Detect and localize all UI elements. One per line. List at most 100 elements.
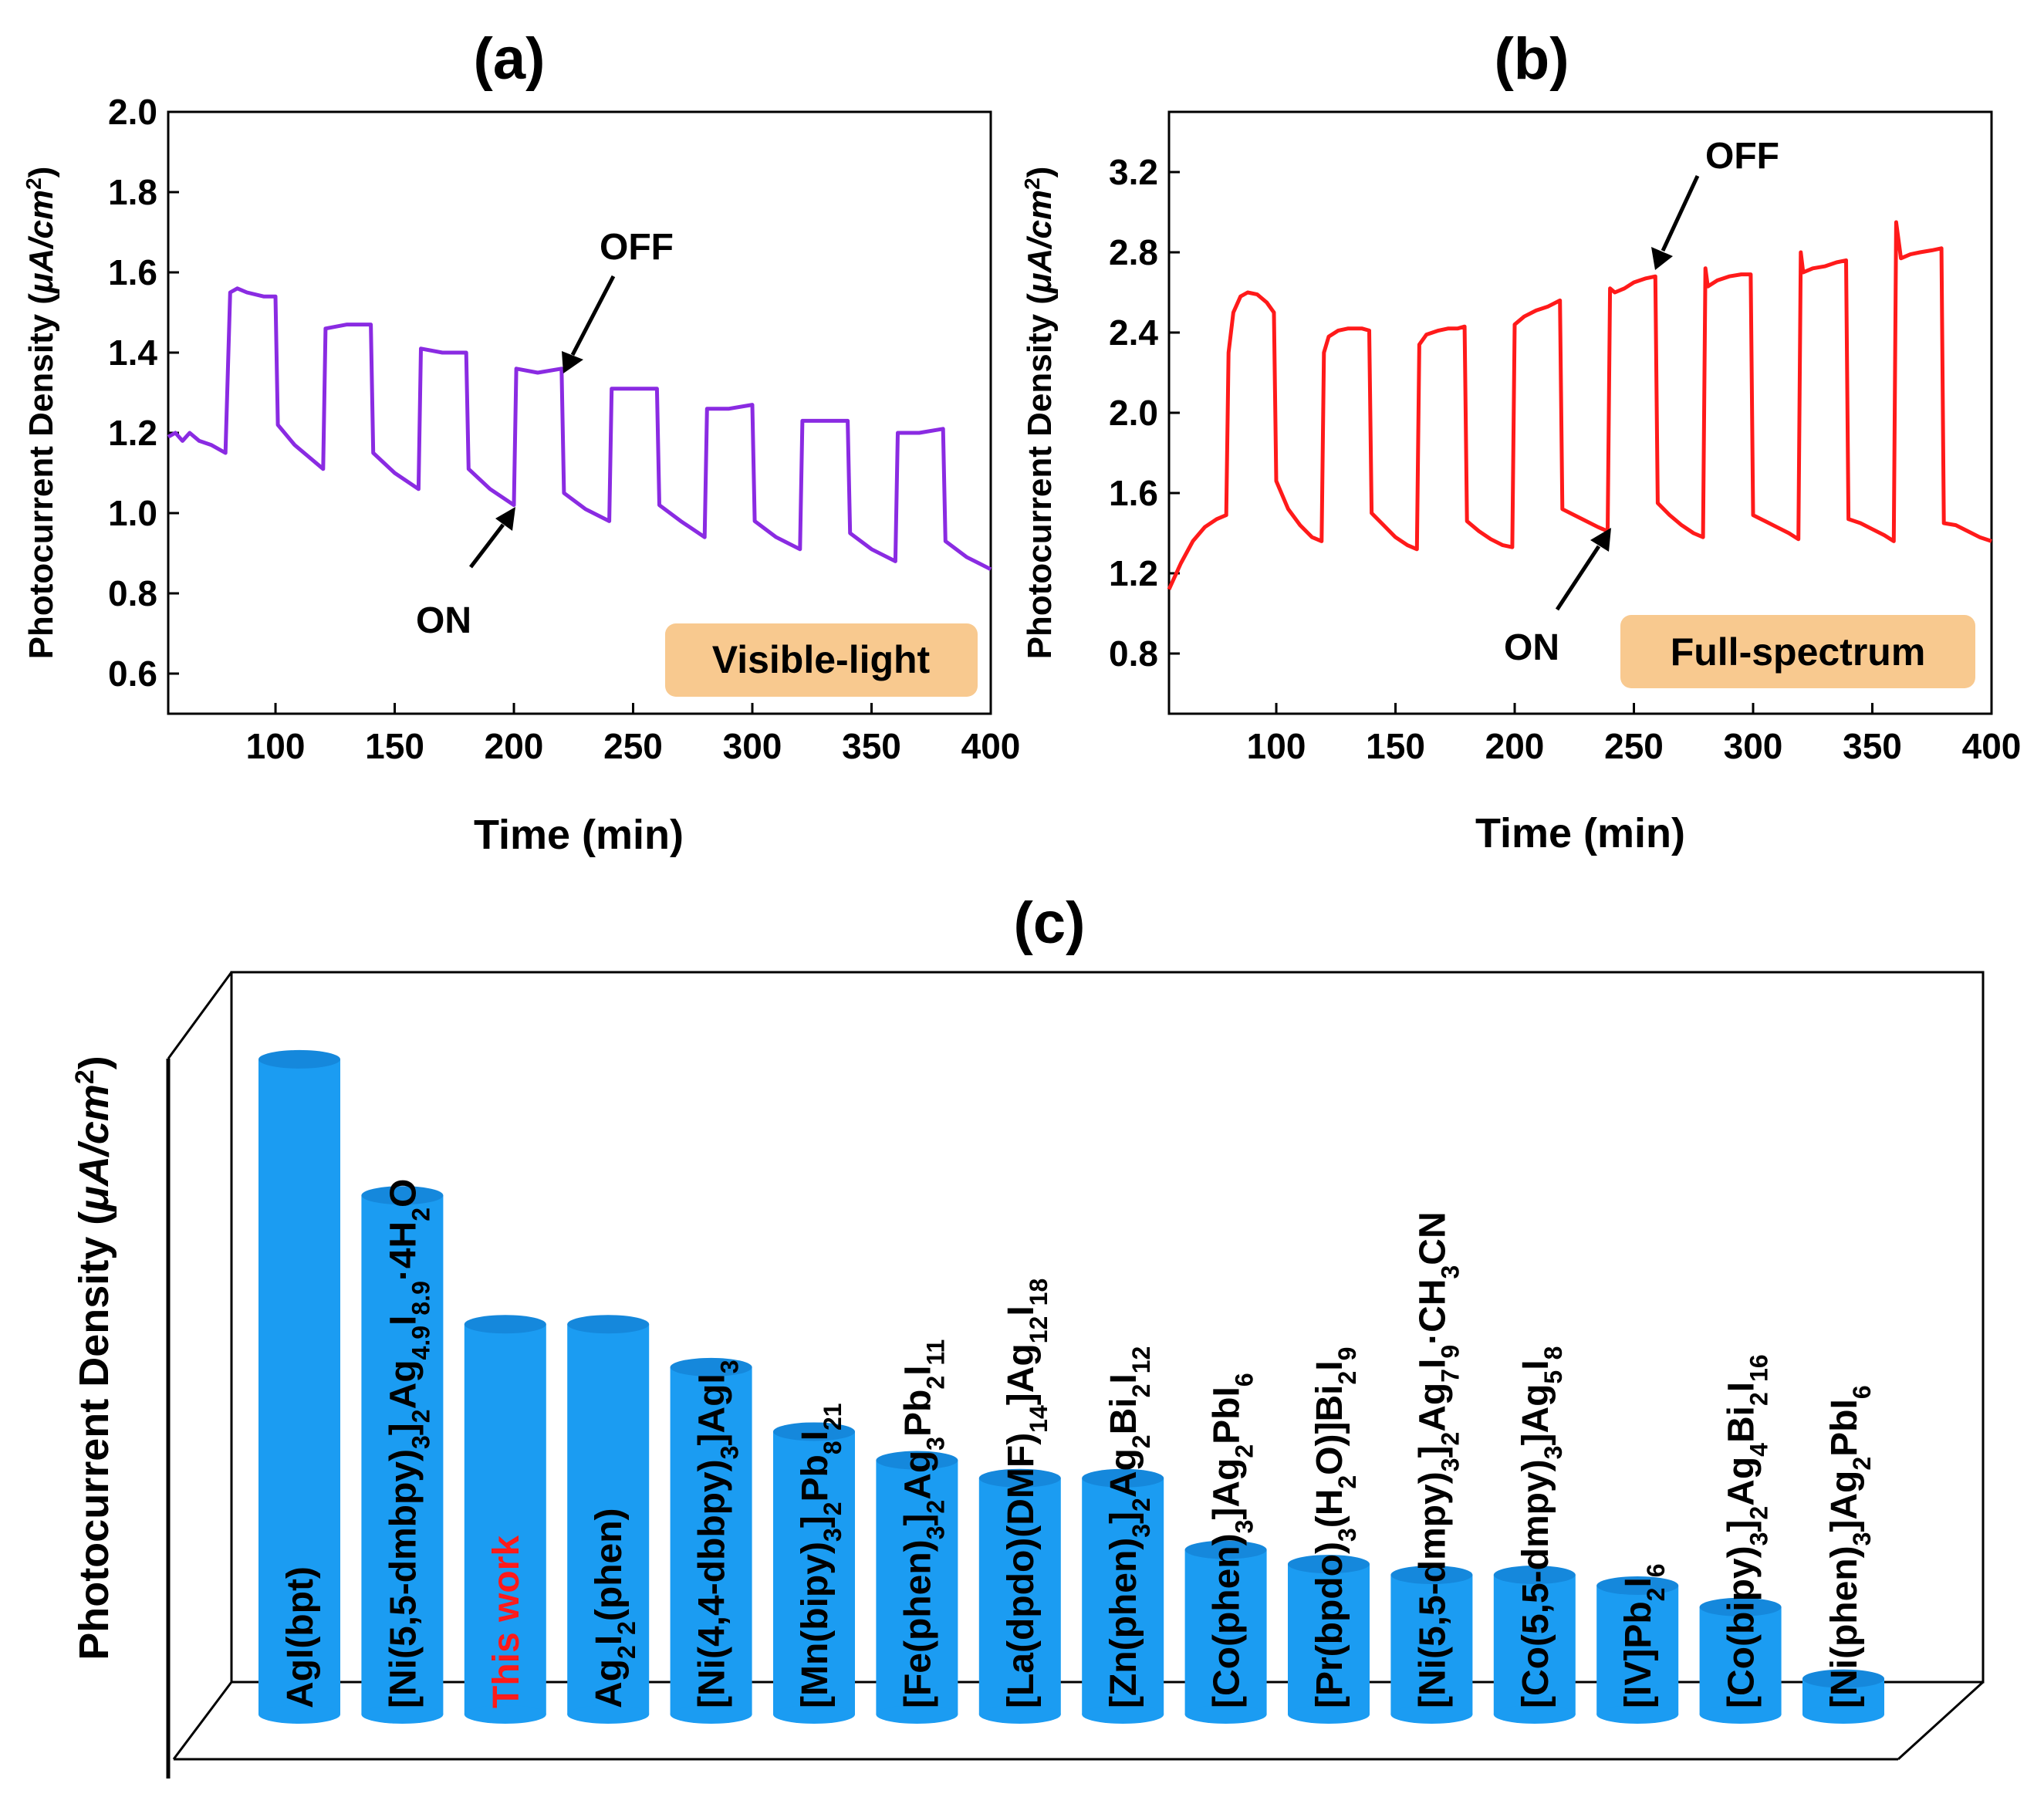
bar-base-6 <box>876 1705 958 1724</box>
bar-body-2 <box>464 1324 546 1714</box>
bar-top-12 <box>1493 1566 1576 1585</box>
panel-a-xtick-label-0: 100 <box>246 726 306 766</box>
bar-label-4: [Ni(4,4-dbbpy)3]AgI3 <box>692 1360 744 1708</box>
panel-a-ytick-label-4: 1.4 <box>108 333 157 373</box>
bar-label-7: [La(dpdo)(DMF)14]Ag12I18 <box>1001 1279 1052 1708</box>
panel-a-off-annotation: OFF <box>562 227 674 373</box>
bar-top-5 <box>773 1422 855 1441</box>
panel-a-xtick-label-3: 250 <box>603 726 663 766</box>
panel-b-legend-text: Full-spectrum <box>1671 630 1926 674</box>
bar-base-8 <box>1082 1705 1164 1724</box>
bar-base-7 <box>978 1705 1061 1724</box>
panel-c-label: (c) <box>1014 890 1086 956</box>
bar-top-7 <box>978 1468 1061 1488</box>
panel-c-floor-right <box>1897 1681 1985 1761</box>
bar-top-9 <box>1184 1540 1267 1559</box>
bar-body-13 <box>1596 1585 1679 1714</box>
panel-a-xtick-label-5: 350 <box>842 726 901 766</box>
bar-body-0 <box>258 1059 340 1714</box>
bar-10: [Pr(bpdo)3(H2O)]Bi2I9 <box>1288 1347 1370 1724</box>
bar-0: AgI(bpt) <box>258 1049 340 1724</box>
panel-b-xtick-label-5: 350 <box>1843 726 1902 766</box>
bar-base-4 <box>670 1705 752 1724</box>
bar-8: [Zn(phen)3]2Ag2Bi2I12 <box>1082 1346 1164 1724</box>
panel-a-ytick-label-2: 1.0 <box>108 493 157 533</box>
bar-label-15: [Ni(phen)3]Ag2PbI6 <box>1824 1385 1876 1708</box>
panel-a-legend-text: Visible-light <box>712 638 931 681</box>
bar-label-8: [Zn(phen)3]2Ag2Bi2I12 <box>1103 1346 1155 1708</box>
panel-c-chart: AgI(bpt) [Ni(5,5-dmbpy)3]2Ag4.9I8.9·4H2O T… <box>70 971 1985 1779</box>
panel-b-on-label: ON <box>1504 627 1559 668</box>
bar-base-10 <box>1288 1705 1370 1724</box>
panel-b-ytick-label-3: 2.0 <box>1109 393 1158 433</box>
bar-body-9 <box>1184 1549 1267 1714</box>
panel-b-ylabel: Photocurrent Density (μA/cm2) <box>1020 167 1059 660</box>
panel-b-on-annotation: ON <box>1504 528 1611 668</box>
panel-b-xtick-label-3: 250 <box>1604 726 1664 766</box>
panel-b-chart: 0.8 1.2 1.6 2.0 2.4 2.8 3.2 100 150 200 250 300 350… <box>1020 110 2022 856</box>
panel-a-ytick-label-5: 1.6 <box>108 252 157 292</box>
panel-b-ytick-label-4: 2.4 <box>1109 312 1158 353</box>
bar-body-4 <box>670 1366 752 1714</box>
panel-c-left-depth-top <box>167 971 233 1059</box>
bar-label-3: Ag2I2(phen) <box>589 1508 640 1708</box>
panel-a-on-label: ON <box>416 600 471 641</box>
panel-b-xtick-label-6: 400 <box>1962 726 2022 766</box>
bar-body-11 <box>1390 1575 1473 1714</box>
panel-b-ytick-label-6: 3.2 <box>1109 152 1158 192</box>
bar-label-9: [Co(phen)3]Ag2PbI6 <box>1207 1373 1258 1708</box>
bar-7: [La(dpdo)(DMF)14]Ag12I18 <box>978 1279 1061 1724</box>
panel-a-chart: 0.6 0.8 1.0 1.2 1.4 1.6 1.8 2.0 100 150 200 250 300… <box>22 92 1021 858</box>
panel-a-ytick-label-3: 1.2 <box>108 413 157 453</box>
bar-9: [Co(phen)3]Ag2PbI6 <box>1184 1373 1267 1724</box>
panel-a-ytick-label-6: 1.8 <box>108 172 157 212</box>
bar-base-15 <box>1802 1705 1884 1724</box>
bar-body-5 <box>773 1431 855 1714</box>
bar-label-5: [Mn(bipy)3]2Pb8I21 <box>795 1403 846 1708</box>
panel-b-ytick-label-2: 1.6 <box>1109 473 1158 513</box>
panel-b-ytick-label-5: 2.8 <box>1109 232 1158 272</box>
panel-b-xtick-label-2: 200 <box>1485 726 1545 766</box>
bar-3: Ag2I2(phen) <box>567 1315 650 1724</box>
bar-label-1: [Ni(5,5-dmbpy)3]2Ag4.9I8.9·4H2O <box>383 1179 434 1708</box>
bar-label-6: [Fe(phen)3]2Ag3Pb2I11 <box>897 1339 949 1708</box>
bar-body-7 <box>978 1478 1061 1714</box>
bar-top-14 <box>1699 1597 1782 1616</box>
bar-14: [Co(bipy)3]2Ag4Bi2I16 <box>1699 1354 1782 1724</box>
bar-base-2 <box>464 1705 546 1724</box>
panel-b-off-annotation: OFF <box>1651 136 1779 270</box>
panel-a-xtick-label-1: 150 <box>365 726 424 766</box>
bar-2: This work <box>464 1315 546 1724</box>
panel-a-xtick-label-6: 400 <box>961 726 1021 766</box>
panel-c-left-depth-bottom <box>172 1681 233 1760</box>
panel-b-legend-box <box>1620 615 1975 688</box>
bar-base-14 <box>1699 1705 1782 1724</box>
panel-c-ylabel: Photocurrent Density (μA/cm2) <box>70 1056 117 1660</box>
bar-top-8 <box>1082 1468 1164 1488</box>
panel-b-ytick-label-1: 1.2 <box>1109 553 1158 593</box>
bar-5: [Mn(bipy)3]2Pb8I21 <box>773 1403 855 1724</box>
bar-top-13 <box>1596 1576 1679 1595</box>
bar-12: [Co(5,5-dmpy)3]Ag5I8 <box>1493 1346 1576 1724</box>
panel-a-ytick-label-7: 2.0 <box>108 92 157 132</box>
bar-top-4 <box>670 1357 752 1377</box>
bar-top-1 <box>361 1186 444 1205</box>
panel-a-xtick-label-4: 300 <box>723 726 782 766</box>
panel-b-label: (b) <box>1494 26 1569 92</box>
panel-b-xtick-label-1: 150 <box>1366 726 1425 766</box>
bar-11: [Ni(5,5-dmpy)3]2Ag7I9·CH3CN <box>1390 1211 1473 1724</box>
bar-6: [Fe(phen)3]2Ag3Pb2I11 <box>876 1339 958 1724</box>
panel-a-ytick-label-0: 0.6 <box>108 654 157 694</box>
bar-15: [Ni(phen)3]Ag2PbI6 <box>1802 1385 1884 1724</box>
panel-a-off-label: OFF <box>600 227 674 268</box>
bar-base-13 <box>1596 1705 1679 1724</box>
bar-label-0: AgI(bpt) <box>280 1566 321 1708</box>
bar-top-15 <box>1802 1669 1884 1688</box>
bar-base-9 <box>1184 1705 1267 1724</box>
panel-b-xtick-label-0: 100 <box>1247 726 1306 766</box>
bar-label-10: [Pr(bpdo)3(H2O)]Bi2I9 <box>1309 1347 1361 1708</box>
panel-a-xtick-label-2: 200 <box>485 726 544 766</box>
bar-base-12 <box>1493 1705 1576 1724</box>
panel-b-series-line <box>1167 220 1992 590</box>
bar-top-11 <box>1390 1566 1473 1585</box>
